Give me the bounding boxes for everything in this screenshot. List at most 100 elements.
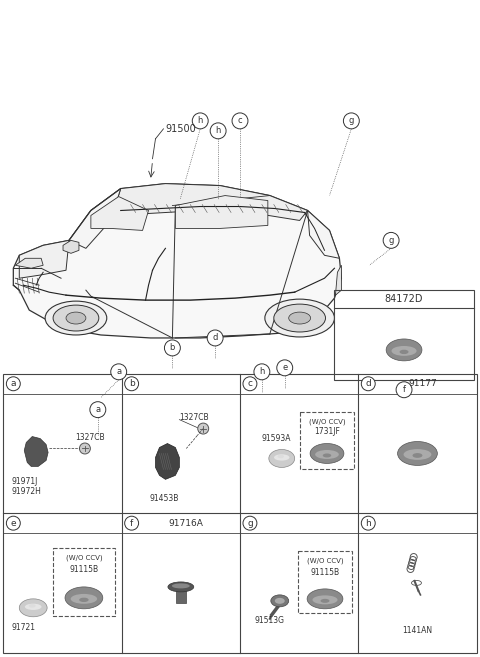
Ellipse shape <box>392 346 417 356</box>
Text: 1141AN: 1141AN <box>402 626 432 635</box>
Ellipse shape <box>19 599 47 617</box>
Text: g: g <box>388 236 394 245</box>
Ellipse shape <box>274 304 325 332</box>
Ellipse shape <box>399 350 408 354</box>
Text: g: g <box>247 518 253 528</box>
Ellipse shape <box>172 583 190 589</box>
Text: 91716A: 91716A <box>168 518 203 528</box>
Polygon shape <box>13 183 341 338</box>
Circle shape <box>277 360 293 376</box>
Text: 91115B: 91115B <box>311 568 339 578</box>
Text: 91721: 91721 <box>12 623 36 632</box>
Ellipse shape <box>288 312 311 324</box>
Ellipse shape <box>397 442 437 465</box>
Ellipse shape <box>71 594 97 604</box>
Text: d: d <box>365 379 371 388</box>
Text: a: a <box>95 405 100 414</box>
Ellipse shape <box>274 455 289 461</box>
Polygon shape <box>308 210 339 258</box>
Text: b: b <box>129 379 134 388</box>
Polygon shape <box>69 189 120 248</box>
Ellipse shape <box>269 449 295 467</box>
Circle shape <box>6 516 20 530</box>
Text: 84172D: 84172D <box>385 294 423 304</box>
Ellipse shape <box>404 449 432 460</box>
Circle shape <box>210 123 226 139</box>
Text: d: d <box>213 334 218 342</box>
Ellipse shape <box>45 301 107 335</box>
Circle shape <box>165 340 180 356</box>
Text: 91453B: 91453B <box>150 494 179 503</box>
Text: 1327CB: 1327CB <box>180 413 209 422</box>
Text: a: a <box>11 379 16 388</box>
Ellipse shape <box>323 453 331 457</box>
Ellipse shape <box>29 604 36 608</box>
Circle shape <box>232 113 248 129</box>
Circle shape <box>361 516 375 530</box>
Polygon shape <box>91 196 148 231</box>
Ellipse shape <box>168 582 194 592</box>
Ellipse shape <box>307 589 343 609</box>
Text: (W/O CCV): (W/O CCV) <box>309 419 345 425</box>
Circle shape <box>207 330 223 346</box>
Text: h: h <box>198 116 203 125</box>
Text: e: e <box>282 363 288 373</box>
Ellipse shape <box>312 595 337 604</box>
Text: 91972H: 91972H <box>12 487 41 496</box>
Circle shape <box>6 377 20 391</box>
Text: (W/O CCV): (W/O CCV) <box>66 555 102 561</box>
Text: 91513G: 91513G <box>255 616 285 625</box>
Circle shape <box>383 233 399 248</box>
Circle shape <box>254 364 270 380</box>
Circle shape <box>243 516 257 530</box>
Polygon shape <box>111 183 308 221</box>
Ellipse shape <box>271 595 288 607</box>
Ellipse shape <box>412 453 422 458</box>
Bar <box>176 589 186 603</box>
Text: e: e <box>11 518 16 528</box>
Polygon shape <box>175 196 268 229</box>
Circle shape <box>79 443 90 454</box>
Text: (W/O CCV): (W/O CCV) <box>307 558 343 564</box>
Circle shape <box>343 113 360 129</box>
Text: c: c <box>238 116 242 125</box>
Ellipse shape <box>265 299 335 337</box>
Ellipse shape <box>310 443 344 463</box>
Bar <box>300 412 354 469</box>
Text: g: g <box>348 116 354 125</box>
Circle shape <box>125 516 139 530</box>
Circle shape <box>198 423 209 434</box>
Bar <box>298 551 352 613</box>
Circle shape <box>111 364 127 380</box>
Polygon shape <box>24 436 48 466</box>
Circle shape <box>396 382 412 397</box>
Ellipse shape <box>321 599 329 603</box>
Ellipse shape <box>277 455 284 458</box>
Text: c: c <box>248 379 252 388</box>
Text: a: a <box>116 367 121 376</box>
Circle shape <box>125 377 139 391</box>
Ellipse shape <box>53 305 99 331</box>
Ellipse shape <box>25 604 42 610</box>
Text: 1327CB: 1327CB <box>75 433 105 442</box>
Text: h: h <box>259 367 264 376</box>
Text: 91593A: 91593A <box>262 434 291 443</box>
Text: b: b <box>170 344 175 352</box>
Bar <box>53 548 115 616</box>
Text: 1731JF: 1731JF <box>314 427 340 436</box>
Ellipse shape <box>66 312 86 324</box>
Text: f: f <box>130 518 133 528</box>
Circle shape <box>361 377 375 391</box>
Polygon shape <box>63 240 79 254</box>
Text: 91177: 91177 <box>408 379 437 388</box>
Text: f: f <box>403 385 406 394</box>
Bar <box>3 374 477 652</box>
Polygon shape <box>336 265 341 295</box>
Polygon shape <box>19 240 69 278</box>
Polygon shape <box>156 443 180 480</box>
Circle shape <box>192 113 208 129</box>
Ellipse shape <box>315 450 339 459</box>
Bar <box>335 290 474 380</box>
Circle shape <box>243 377 257 391</box>
Ellipse shape <box>386 339 422 361</box>
